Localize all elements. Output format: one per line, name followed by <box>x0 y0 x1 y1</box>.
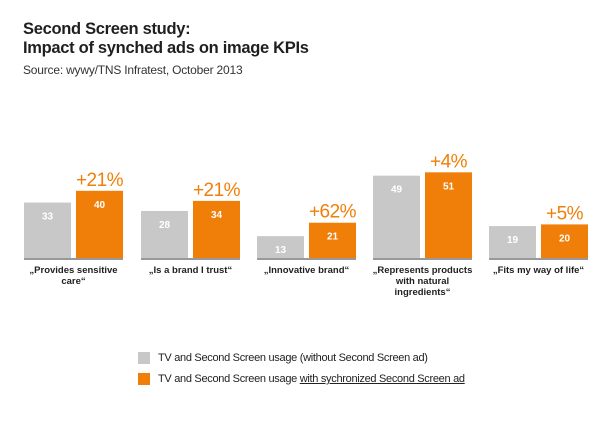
bar-value-label: 51 <box>443 181 455 192</box>
uplift-label: +62% <box>309 202 357 223</box>
bar-value-label: 49 <box>391 185 403 196</box>
bar-with-ad <box>309 222 356 258</box>
title-line-1: Second Screen study: <box>23 20 191 38</box>
category-label: care“ <box>61 276 86 287</box>
legend-item-with-ad: TV and Second Screen usage with sychroni… <box>138 369 465 389</box>
bar-value-label: 20 <box>559 233 571 244</box>
category-label: with natural <box>395 276 449 287</box>
legend-swatch-gray <box>138 352 150 364</box>
bar-value-label: 28 <box>159 220 171 231</box>
uplift-label: +21% <box>193 180 241 201</box>
bar-without-ad <box>24 202 71 258</box>
category-label: „Fits my way of life“ <box>493 265 585 276</box>
uplift-label: +21% <box>76 170 124 191</box>
bar-with-ad <box>193 200 240 258</box>
legend-item-without-ad: TV and Second Screen usage (without Seco… <box>138 348 465 368</box>
source-note: Source: wywy/TNS Infratest, October 2013 <box>23 63 243 77</box>
bar-value-label: 19 <box>507 235 519 246</box>
bar-without-ad <box>489 226 536 258</box>
category-label: „Innovative brand“ <box>264 265 350 276</box>
legend-label-with-ad: TV and Second Screen usage with sychroni… <box>158 373 465 385</box>
chart-title: Second Screen study: Impact of synched a… <box>23 20 309 58</box>
category-label: ingredients“ <box>395 287 451 298</box>
legend-label-without-ad: TV and Second Screen usage (without Seco… <box>158 352 428 364</box>
chart-legend: TV and Second Screen usage (without Seco… <box>138 348 465 389</box>
bar-without-ad <box>257 236 304 258</box>
bar-with-ad <box>76 190 123 258</box>
bar-value-label: 13 <box>275 245 287 256</box>
uplift-label: +5% <box>546 203 584 224</box>
title-line-2: Impact of synched ads on image KPIs <box>23 39 309 57</box>
bar-without-ad <box>373 175 420 258</box>
bar-with-ad <box>425 172 472 258</box>
bar-with-ad <box>541 224 588 258</box>
legend-label-with-ad-underlined: with sychronized Second Screen ad <box>299 373 465 385</box>
category-label: „Is a brand I trust“ <box>149 265 233 276</box>
bar-value-label: 40 <box>94 200 106 211</box>
legend-label-with-ad-prefix: TV and Second Screen usage <box>158 373 300 385</box>
bar-without-ad <box>141 210 188 258</box>
legend-swatch-orange <box>138 373 150 385</box>
category-label: „Represents products <box>373 265 473 276</box>
bar-value-label: 34 <box>211 210 223 221</box>
bar-value-label: 33 <box>42 212 54 223</box>
category-label: „Provides sensitive <box>29 265 117 276</box>
bar-value-label: 21 <box>327 232 339 243</box>
uplift-label: +4% <box>430 151 468 172</box>
